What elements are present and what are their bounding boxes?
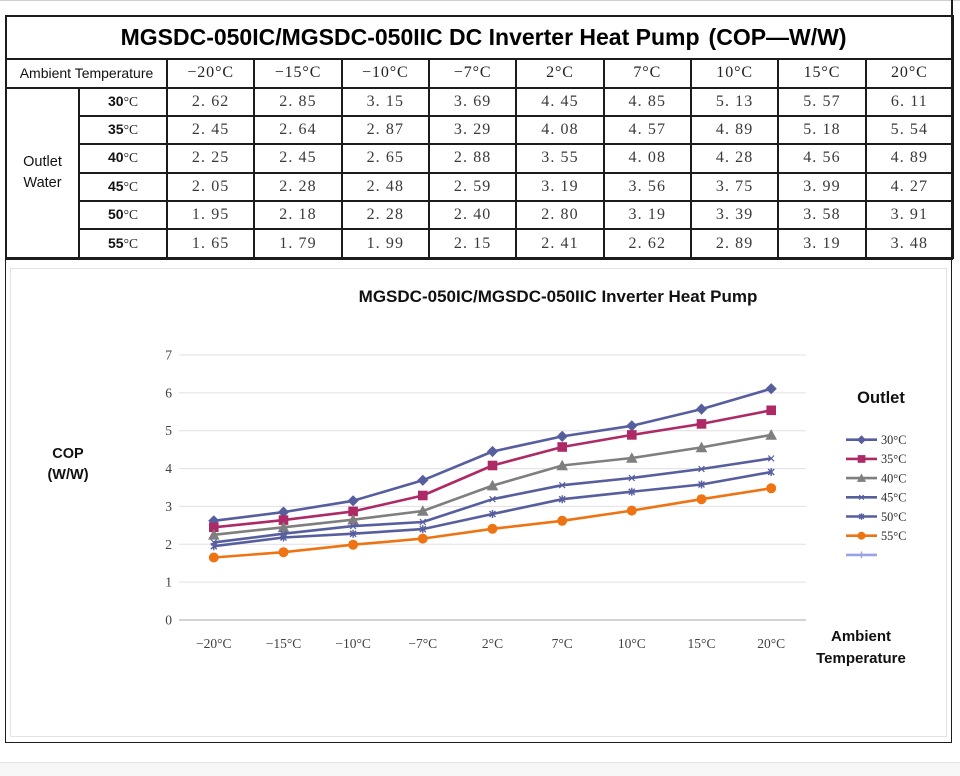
svg-text:4: 4 bbox=[165, 461, 172, 476]
svg-text:55°C: 55°C bbox=[881, 529, 906, 543]
svg-text:−20°C: −20°C bbox=[196, 636, 232, 651]
svg-text:2: 2 bbox=[165, 537, 172, 552]
svg-text:15°C: 15°C bbox=[688, 636, 716, 651]
svg-text:10°C: 10°C bbox=[618, 636, 646, 651]
svg-text:3: 3 bbox=[165, 499, 172, 514]
svg-text:35°C: 35°C bbox=[881, 452, 906, 466]
svg-text:30°C: 30°C bbox=[881, 433, 906, 447]
svg-text:40°C: 40°C bbox=[881, 471, 906, 485]
svg-text:5: 5 bbox=[165, 423, 172, 438]
svg-text:2°C: 2°C bbox=[482, 636, 503, 651]
svg-text:20°C: 20°C bbox=[757, 636, 785, 651]
svg-text:7: 7 bbox=[165, 348, 172, 363]
svg-text:45°C: 45°C bbox=[881, 491, 906, 505]
svg-text:6: 6 bbox=[165, 385, 172, 400]
svg-text:1: 1 bbox=[165, 575, 172, 590]
svg-text:7°C: 7°C bbox=[552, 636, 573, 651]
svg-text:−10°C: −10°C bbox=[335, 636, 371, 651]
svg-text:−15°C: −15°C bbox=[266, 636, 302, 651]
svg-text:50°C: 50°C bbox=[881, 510, 906, 524]
svg-text:0: 0 bbox=[165, 613, 172, 628]
svg-text:−7°C: −7°C bbox=[408, 636, 437, 651]
